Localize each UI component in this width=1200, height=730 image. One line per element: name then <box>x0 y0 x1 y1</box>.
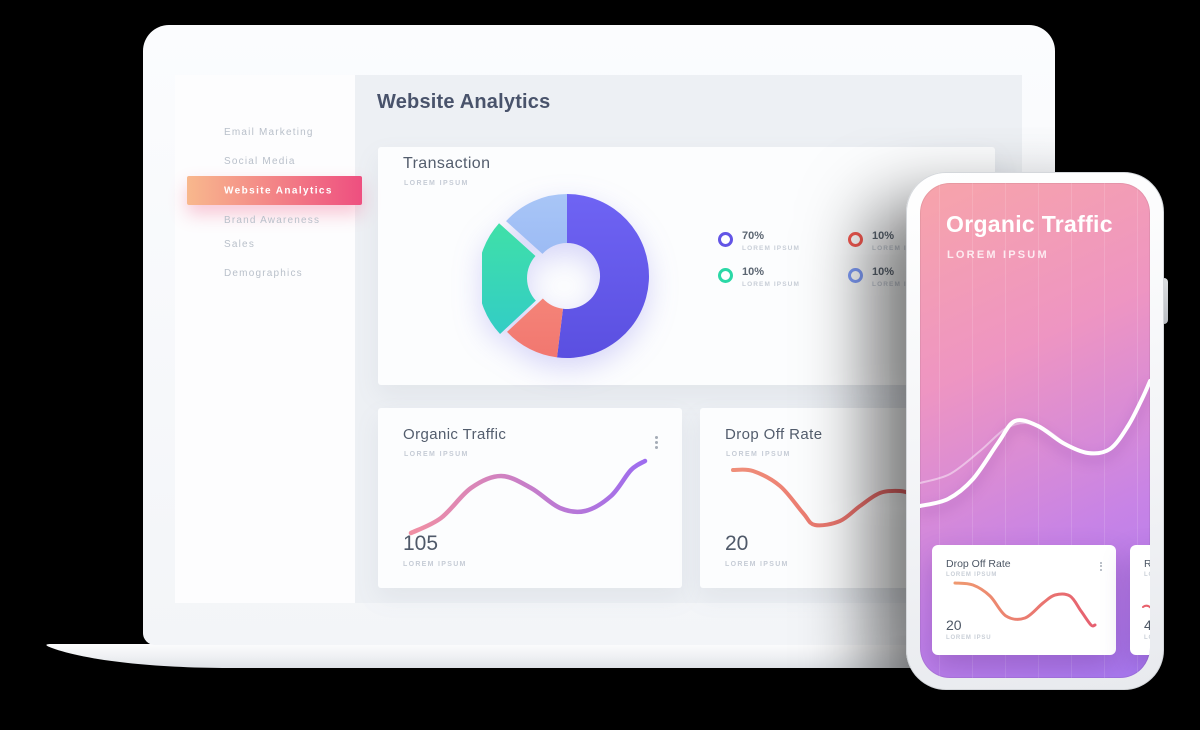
legend-label: LOREM IPSUM <box>872 281 930 288</box>
metric-label: LOREM IPSUM <box>403 561 467 568</box>
phone-screen: Organic Traffic LOREM IPSUM Drop Off Rat… <box>920 183 1150 678</box>
phone-partial-card: R LO 4 LO <box>1130 545 1150 655</box>
partial-chart-line <box>1142 604 1150 609</box>
legend-label: LOREM IPSUM <box>742 245 800 252</box>
sidebar-item[interactable]: Demographics <box>224 268 303 279</box>
sidebar-item-active[interactable]: Website Analytics <box>187 176 362 205</box>
card-title: Transaction <box>403 155 491 172</box>
legend-ring-icon <box>718 232 733 247</box>
transaction-legend: 70% LOREM IPSUM 10% LOREM IPSUM 10% LOREM IPS… <box>718 230 983 300</box>
metric-label: LOREM IPSU <box>946 635 992 641</box>
legend-ring-icon <box>848 232 863 247</box>
phone-main-line-chart <box>920 379 1150 508</box>
legend-value: 10% <box>872 266 895 278</box>
legend-value: 10% <box>872 230 895 242</box>
sidebar-item-label: Brand Awareness <box>224 215 321 226</box>
metric-label: LO <box>1144 635 1150 641</box>
sidebar-item[interactable]: Brand Awareness <box>224 215 320 226</box>
sidebar-item[interactable]: Social Media <box>224 156 296 167</box>
legend-item: 70% LOREM IPSUM <box>718 230 800 252</box>
legend-item: 10% LOREM IPSUM <box>848 230 930 252</box>
legend-value: 10% <box>742 266 765 278</box>
phone-subtitle: LOREM IPSUM <box>947 249 1049 261</box>
legend-ring-icon <box>718 268 733 283</box>
card-title: R <box>1144 558 1150 570</box>
legend-value: 70% <box>742 230 765 242</box>
sidebar-nav: Email Marketing Social Media Website Analy… <box>175 75 362 603</box>
card-subtitle: LOREM IPSUM <box>726 451 791 458</box>
legend-label: LOREM IPSUM <box>742 281 800 288</box>
sidebar-item-label: Website Analytics <box>224 185 333 196</box>
transaction-card: Transaction LOREM IPSUM 70% LOREM IPSUM 10… <box>378 147 995 385</box>
metric-value: 105 <box>403 532 439 555</box>
legend-label: LOREM IPSUM <box>872 245 930 252</box>
metric-value: 4 <box>1144 617 1150 633</box>
page-title: Website Analytics <box>377 91 551 113</box>
card-title: Organic Traffic <box>403 426 507 443</box>
phone-title: Organic Traffic <box>946 211 1113 237</box>
sidebar-item[interactable]: Sales <box>224 239 255 250</box>
card-title: Drop Off Rate <box>725 426 823 443</box>
card-subtitle: LOREM IPSUM <box>404 180 469 187</box>
phone-side-button <box>1160 278 1168 324</box>
laptop-base <box>46 644 1154 668</box>
card-title: Drop Off Rate <box>946 558 1011 570</box>
card-subtitle: LOREM IPSUM <box>946 572 998 578</box>
metric-value: 20 <box>725 532 749 555</box>
sidebar-item-label: Social Media <box>224 156 296 167</box>
card-menu-button[interactable] <box>1098 558 1104 574</box>
phone-mockup: Organic Traffic LOREM IPSUM Drop Off Rat… <box>906 172 1168 690</box>
drop-off-rate-line-chart <box>731 467 917 528</box>
card-menu-button[interactable] <box>653 432 660 453</box>
transaction-donut-chart <box>482 194 649 358</box>
sidebar-item[interactable]: Email Marketing <box>224 127 314 138</box>
sidebar-item-label: Email Marketing <box>224 127 314 138</box>
card-subtitle: LOREM IPSUM <box>404 451 469 458</box>
legend-item: 10% LOREM IPSUM <box>848 266 930 288</box>
legend-ring-icon <box>848 268 863 283</box>
organic-traffic-line-chart <box>408 458 648 536</box>
phone-dropoff-card: Drop Off Rate LOREM IPSUM 20 LOREM IPSU <box>932 545 1116 655</box>
sidebar-item-label: Sales <box>224 239 256 250</box>
phone-dropoff-line-chart <box>953 581 1097 628</box>
dashboard: Email Marketing Social Media Website Analy… <box>175 75 1022 603</box>
legend-item: 10% LOREM IPSUM <box>718 266 800 288</box>
organic-traffic-card: Organic Traffic LOREM IPSUM 105 LOREM IP… <box>378 408 682 588</box>
sidebar-item-label: Demographics <box>224 268 303 279</box>
card-subtitle: LO <box>1144 572 1150 578</box>
metric-label: LOREM IPSUM <box>725 561 789 568</box>
metric-value: 20 <box>946 617 962 633</box>
